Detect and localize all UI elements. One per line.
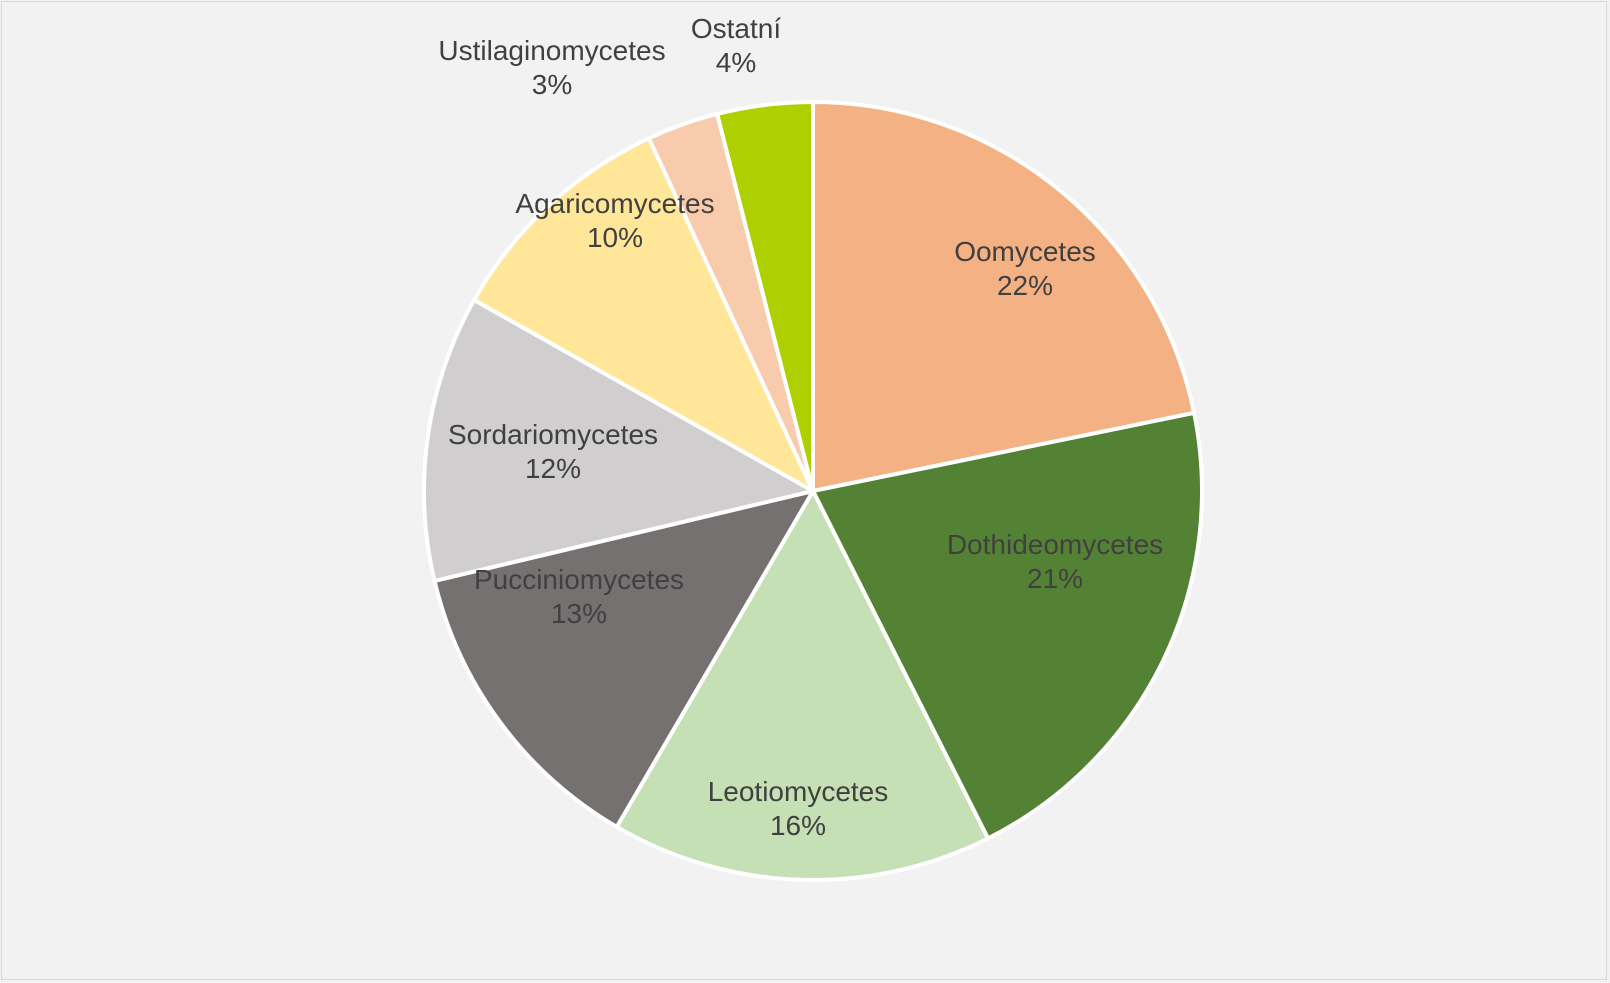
- slice-percent-ostatni: 4%: [716, 47, 756, 78]
- slice-percent-dothideomycetes: 21%: [1027, 563, 1083, 594]
- slice-label-ostatni: Ostatní: [691, 13, 781, 44]
- slice-percent-ustilaginomycetes: 3%: [532, 69, 572, 100]
- slice-label-dothideomycetes: Dothideomycetes: [947, 529, 1163, 560]
- pie-slice-dothideomycetes: [811, 410, 1204, 841]
- slice-label-leotiomycetes: Leotiomycetes: [708, 776, 889, 807]
- slice-percent-agaricomycetes: 10%: [587, 222, 643, 253]
- pie-slices: [422, 100, 1204, 882]
- pie-slice-oomycetes: [811, 100, 1197, 493]
- slice-label-oomycetes: Oomycetes: [954, 236, 1096, 267]
- slice-label-sordariomycetes: Sordariomycetes: [448, 419, 658, 450]
- slice-percent-sordariomycetes: 12%: [525, 453, 581, 484]
- slice-percent-leotiomycetes: 16%: [770, 810, 826, 841]
- pie-slice-ostatni: [715, 100, 815, 493]
- slice-label-agaricomycetes: Agaricomycetes: [515, 188, 714, 219]
- slice-percent-oomycetes: 22%: [997, 270, 1053, 301]
- pie-slice-agaricomycetes: [472, 136, 815, 493]
- pie-slice-pucciniomycetes: [432, 489, 815, 829]
- slice-label-ustilaginomycetes: Ustilaginomycetes: [438, 35, 665, 66]
- pie-slice-leotiomycetes: [614, 489, 990, 882]
- slice-percent-pucciniomycetes: 13%: [551, 598, 607, 629]
- pie-slice-sordariomycetes: [422, 298, 815, 583]
- slice-label-pucciniomycetes: Pucciniomycetes: [474, 564, 684, 595]
